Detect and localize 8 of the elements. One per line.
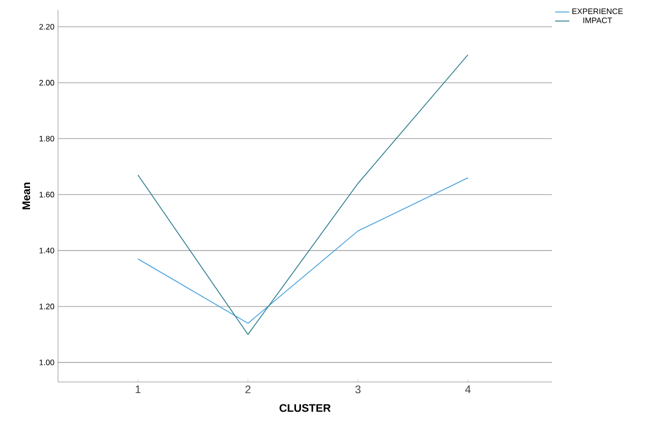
x-tick-label: 2 (245, 386, 250, 394)
line-series (138, 54, 468, 335)
x-tick-label: 3 (355, 386, 361, 394)
x-axis-title: CLUSTER (280, 404, 331, 412)
x-tick-label: 1 (136, 386, 140, 394)
y-axis-title: Mean (22, 182, 30, 210)
line-series (138, 177, 468, 324)
x-tick-label: 4 (465, 386, 471, 394)
